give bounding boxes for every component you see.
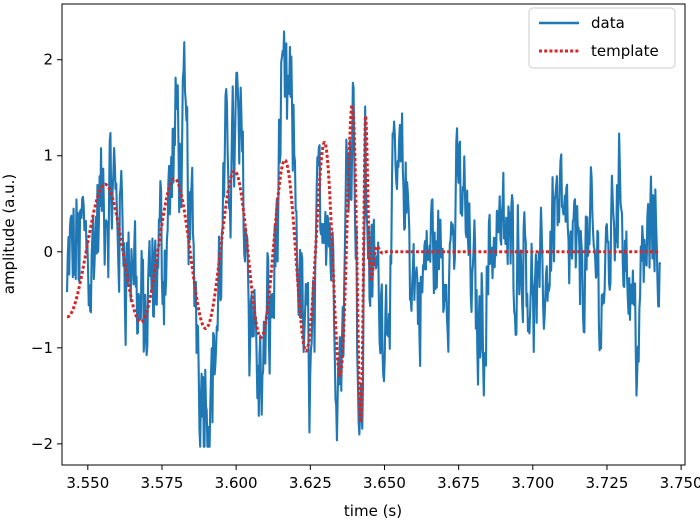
plot-area bbox=[65, 30, 662, 448]
legend-label-template: template bbox=[591, 42, 659, 60]
x-axis-label: time (s) bbox=[344, 502, 402, 520]
plot-frame bbox=[61, 3, 686, 466]
y-tick-label: −2 bbox=[31, 435, 53, 453]
x-tick-label: 3.600 bbox=[215, 474, 258, 492]
x-tick-label: 3.675 bbox=[437, 474, 480, 492]
x-tick-label: 3.550 bbox=[66, 474, 109, 492]
y-axis-ticks: −2 −1 0 1 2 bbox=[31, 51, 62, 453]
legend-label-data: data bbox=[591, 14, 625, 32]
x-tick-label: 3.650 bbox=[363, 474, 406, 492]
x-tick-label: 3.700 bbox=[511, 474, 554, 492]
x-tick-label: 3.625 bbox=[289, 474, 332, 492]
legend: data template bbox=[528, 7, 676, 69]
x-axis-ticks: 3.550 3.575 3.600 3.625 3.650 3.675 3.700 3.725… bbox=[66, 465, 700, 492]
y-tick-label: 2 bbox=[43, 51, 53, 69]
y-axis-label: amplitude (a.u.) bbox=[0, 174, 18, 295]
y-tick-label: −1 bbox=[31, 339, 53, 357]
x-tick-label: 3.725 bbox=[586, 474, 629, 492]
x-tick-label: 3.750 bbox=[660, 474, 700, 492]
y-tick-label: 1 bbox=[43, 147, 53, 165]
x-tick-label: 3.575 bbox=[141, 474, 184, 492]
y-tick-label: 0 bbox=[43, 243, 53, 261]
series-data-line bbox=[65, 30, 662, 448]
